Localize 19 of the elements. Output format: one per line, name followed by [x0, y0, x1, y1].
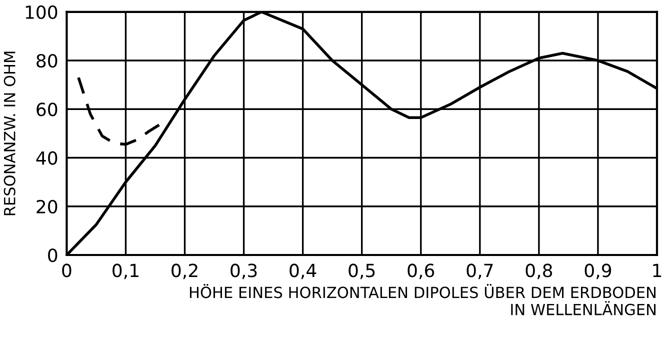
y-axis-title: RESONANZW. IN OHM [4, 52, 16, 216]
x-tick-label: 0,4 [290, 264, 316, 280]
x-axis-title: HÖHE EINES HORIZONTALEN DIPOLES ÜBER DEM ERDBODEN IN WELLENLÄNGEN [190, 284, 656, 316]
x-tick-label: 0 [62, 264, 72, 278]
y-tick-label: 80 [36, 54, 58, 68]
y-tick-label: 0 [48, 248, 58, 262]
x-tick-label: 0,2 [172, 264, 198, 280]
x-tick-label: 1 [653, 264, 662, 278]
x-tick-label: 0,3 [230, 264, 257, 280]
x-tick-label: 0,8 [526, 264, 552, 280]
x-tick-label: 0,5 [348, 264, 375, 280]
y-tick-label: 100 [26, 5, 58, 20]
x-tick-label: 0,9 [584, 264, 612, 280]
y-tick-label: 40 [36, 151, 58, 165]
x-tick-label: 0,6 [408, 264, 434, 280]
y-tick-label: 60 [36, 102, 58, 116]
y-tick-label: 20 [36, 200, 58, 214]
x-tick-label: 0,7 [466, 264, 493, 280]
x-tick-label: 0,1 [112, 264, 138, 280]
